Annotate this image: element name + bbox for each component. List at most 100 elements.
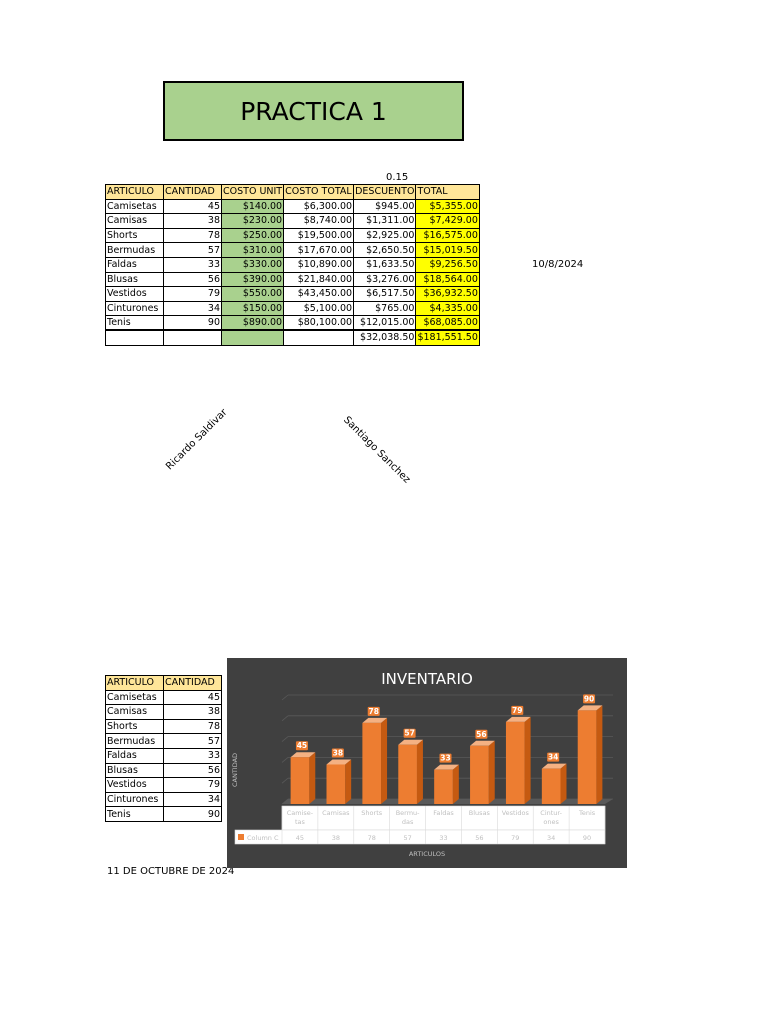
table-cell: $230.00 [220,213,285,229]
bar-top [577,705,603,711]
data-label: 38 [333,748,343,757]
category-label: Shorts [361,809,382,817]
column-header: ARTICULO [105,675,164,691]
category-label: Camise- [287,809,314,817]
table-cell: $765.00 [353,300,417,317]
bar [362,722,382,804]
bar [541,768,561,804]
total-cell: $32,038.50 [353,329,417,346]
data-label-bg [475,729,488,739]
table-row: Cinturones 34 $150.00 $5,100.00 $765.00 $4,33… [105,300,480,317]
sales-table: ARTICULO CANTIDAD COSTO UNIT COSTO TOTAL DES… [105,184,480,346]
bar-top [505,716,531,722]
table-cell: $19,500.00 [283,227,355,244]
table-cell: $945.00 [353,198,417,215]
category-label: ones [543,818,559,826]
table-cell: 78 [163,227,222,244]
header-row: ARTICULO CANTIDAD [105,675,222,691]
bar-top [434,764,459,770]
category-label: das [402,818,414,826]
table-row: Bermudas 57 [105,733,222,749]
y-axis-label: CANTIDAD [231,753,239,787]
table-cell: $6,300.00 [283,198,355,215]
table-cell: 90 [163,315,222,331]
data-table-value: 33 [439,834,447,842]
data-table-value: 56 [475,834,483,842]
data-table-value: 78 [368,834,376,842]
table-cell: Camisetas [105,689,164,706]
table-cell: $550.00 [220,286,285,302]
data-label: 90 [584,694,594,703]
table-row: Tenis 90 [105,806,222,822]
table-row: Blusas 56 [105,762,222,779]
data-table-value: 90 [583,834,591,842]
data-label: 45 [297,741,307,750]
table-cell: $250.00 [220,227,285,244]
table-cell: Bermudas [105,242,164,258]
table-cell: $68,085.00 [415,315,480,331]
table-cell: Camisas [105,213,164,229]
total-cell [163,329,222,346]
column-header: COSTO UNIT [220,184,285,200]
table-cell: $36,932.50 [415,286,480,302]
table-row: Camisas 38 $230.00 $8,740.00 $1,311.00 $7,429… [105,213,480,229]
column-header: DESCUENTO [353,184,417,200]
category-label: tas [295,818,306,826]
inventory-chart: INVENTARIO CANTIDAD 45 38 78 57 33 56 79 34 90 Cami… [227,658,627,868]
totals-row: $32,038.50 $181,551.50 [105,329,480,346]
bar [398,744,417,804]
table-row: Blusas 56 $390.00 $21,840.00 $3,276.00 $18,56… [105,271,480,288]
inventory-table: ARTICULO CANTIDAD Camisetas 45 Camisas 38 Shor… [105,675,222,822]
table-cell: $16,575.00 [415,227,480,244]
table-cell: $1,311.00 [353,213,417,229]
table-row: Cinturones 34 [105,791,222,808]
date-footer: 11 DE OCTUBRE DE 2024 [107,866,235,877]
table-row: Camisas 38 [105,704,222,720]
category-label: Blusas [469,809,491,817]
table-cell: $5,355.00 [415,198,480,215]
category-label: Tenis [578,809,596,817]
table-cell: $310.00 [220,242,285,258]
table-cell: $21,840.00 [283,271,355,288]
chart-title: INVENTARIO [381,670,473,688]
table-cell: Cinturones [105,791,164,808]
total-cell [105,329,164,346]
bar [505,721,525,804]
table-cell: 38 [163,213,222,229]
bar [577,710,597,804]
table-row: Faldas 33 [105,747,222,764]
data-label-bg [547,752,560,762]
bar-top [541,763,567,769]
table-cell: Blusas [105,271,164,288]
data-table-value: 79 [511,834,519,842]
data-label: 56 [476,730,486,739]
column-header: ARTICULO [105,184,164,200]
legend-key [238,834,244,840]
category-label: Vestidos [502,809,530,817]
table-cell: $6,517.50 [353,286,417,302]
bar-side [488,740,495,804]
table-cell: 57 [163,733,222,749]
table-row: Tenis 90 $890.00 $80,100.00 $12,015.00 $68,08… [105,315,480,331]
gridline [281,715,289,722]
date-cell: 10/8/2024 [532,259,584,270]
table-cell: Vestidos [105,777,164,793]
table-cell: 90 [163,806,222,822]
table-cell: $150.00 [220,300,285,317]
bar-top [326,759,352,765]
total-cell [220,329,285,346]
table-cell: $390.00 [220,271,285,288]
table-cell: 34 [163,791,222,808]
discount-rate: 0.15 [386,172,409,183]
category-label: Bermu- [396,809,420,817]
table-cell: $1,633.50 [353,256,417,273]
table-cell: $15,019.50 [415,242,480,258]
table-row: Shorts 78 $250.00 $19,500.00 $2,925.00 $16,57… [105,227,480,244]
table-cell: 56 [163,271,222,288]
data-label-bg [295,741,308,751]
data-table-header [281,805,606,831]
table-cell: $2,650.50 [353,242,417,258]
column-header: CANTIDAD [163,184,222,200]
bar-side [524,716,531,804]
table-cell: 45 [163,198,222,215]
